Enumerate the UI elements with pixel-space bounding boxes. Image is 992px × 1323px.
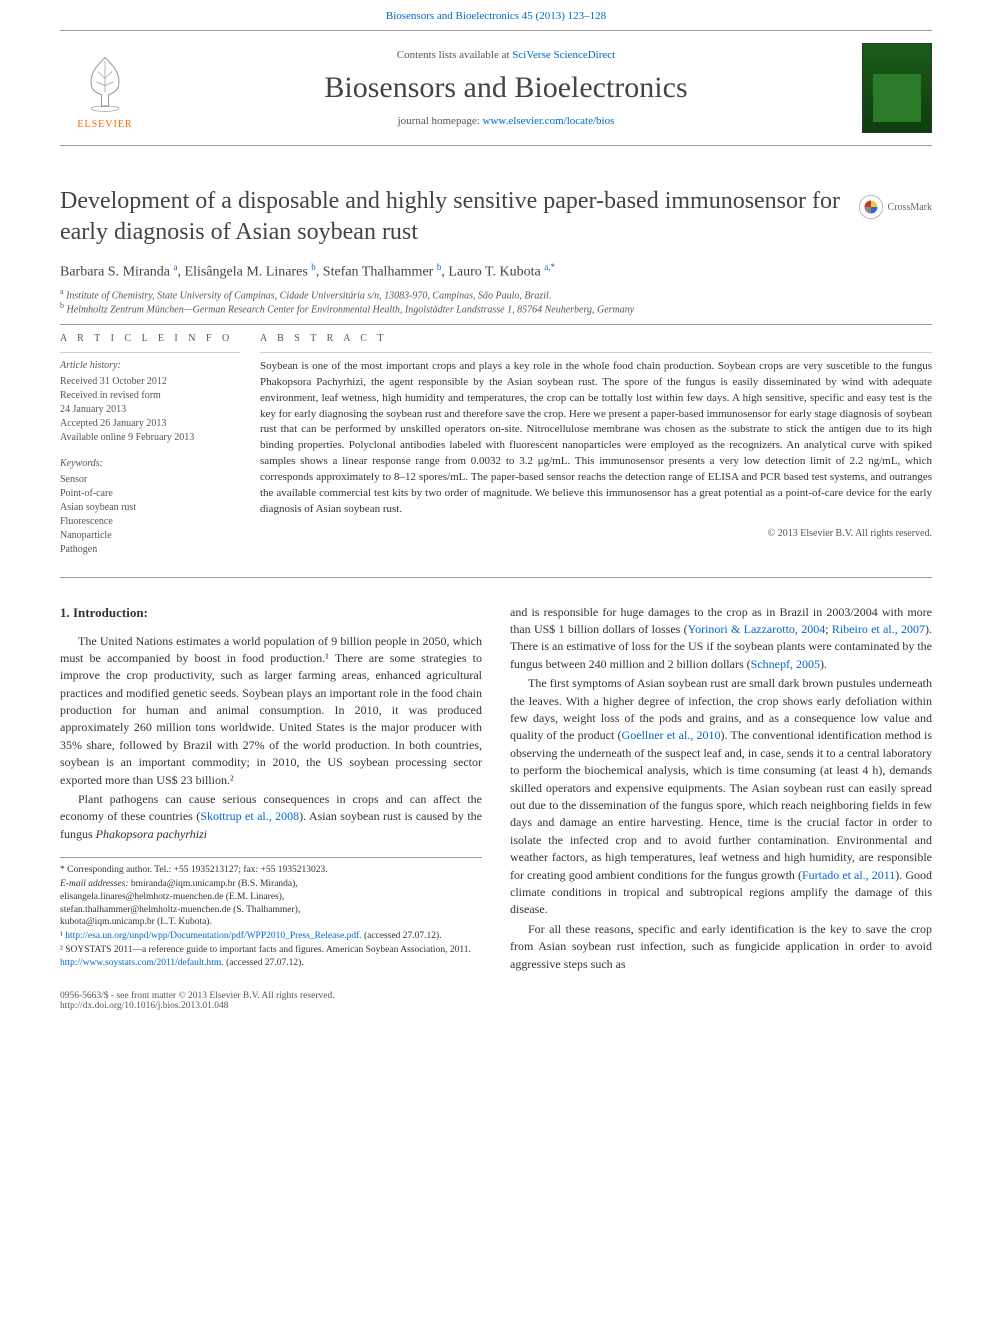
keyword: Fluorescence <box>60 515 240 529</box>
article-title: Development of a disposable and highly s… <box>60 186 840 248</box>
body-p4: The first symptoms of Asian soybean rust… <box>510 675 932 918</box>
history-line: Received in revised form <box>60 389 240 403</box>
history-line: Accepted 26 January 2013 <box>60 417 240 431</box>
footnote-1-link[interactable]: http://esa.un.org/unpd/wpp/Documentation… <box>65 931 361 941</box>
email-address[interactable]: elisangela.linares@helmhotz-muenchen.de <box>60 892 223 902</box>
footnote-2: ² SOYSTATS 2011—a reference guide to imp… <box>60 944 482 970</box>
homepage-prefix: journal homepage: <box>398 115 483 127</box>
keywords-block: Keywords: SensorPoint-of-careAsian soybe… <box>60 457 240 557</box>
rule-above-abstract <box>60 324 932 325</box>
email-addresses: E-mail addresses: bmiranda@iqm.unicamp.b… <box>60 878 482 929</box>
keyword: Sensor <box>60 473 240 487</box>
body-columns: 1. Introduction: The United Nations esti… <box>60 604 932 973</box>
history-label: Article history: <box>60 359 240 373</box>
history-line: 24 January 2013 <box>60 403 240 417</box>
abstract-text: Soybean is one of the most important cro… <box>260 359 932 518</box>
footer-block: 0956-5663/$ - see front matter © 2013 El… <box>60 991 932 1011</box>
footer-copyright: 0956-5663/$ - see front matter © 2013 El… <box>60 991 932 1001</box>
abstract-rule <box>260 352 932 353</box>
abstract-heading: A B S T R A C T <box>260 333 932 344</box>
abstract-copyright: © 2013 Elsevier B.V. All rights reserved… <box>260 528 932 539</box>
affiliation-b: b Helmholtz Zentrum München—German Resea… <box>60 301 932 315</box>
keywords-label: Keywords: <box>60 457 240 471</box>
email-who: (L.T. Kubota). <box>155 917 212 927</box>
contents-prefix: Contents lists available at <box>397 49 512 61</box>
crossmark-badge[interactable]: CrossMark <box>858 194 932 220</box>
email-who: (E.M. Linares), <box>223 892 284 902</box>
keyword: Asian soybean rust <box>60 501 240 515</box>
rule-below-abstract <box>60 577 932 578</box>
article-info-heading: A R T I C L E I N F O <box>60 333 240 344</box>
homepage-line: journal homepage: www.elsevier.com/locat… <box>150 115 862 127</box>
footnote-2-link[interactable]: http://www.soystats.com/2011/default.htm… <box>60 958 224 968</box>
cite-goellner[interactable]: Goellner et al., 2010 <box>622 728 721 742</box>
crossmark-label: CrossMark <box>888 202 932 213</box>
email-address[interactable]: stefan.thalhammer@helmholtz-muenchen.de <box>60 905 231 915</box>
body-p2: Plant pathogens can cause serious conseq… <box>60 791 482 843</box>
cite-skottrup[interactable]: Skottrup et al., 2008 <box>200 809 299 823</box>
journal-cover-thumbnail <box>862 43 932 133</box>
affiliation-a: a Institute of Chemistry, State Universi… <box>60 287 932 301</box>
section-1-heading: 1. Introduction: <box>60 604 482 623</box>
keyword: Nanoparticle <box>60 529 240 543</box>
email-address[interactable]: kubota@iqm.unicamp.br <box>60 917 155 927</box>
title-block: Development of a disposable and highly s… <box>60 186 932 248</box>
article-info-column: A R T I C L E I N F O Article history: R… <box>60 333 260 569</box>
cite-furtado[interactable]: Furtado et al., 2011 <box>802 868 895 882</box>
header-citation-link[interactable]: Biosensors and Bioelectronics 45 (2013) … <box>386 10 606 22</box>
meta-abstract-row: A R T I C L E I N F O Article history: R… <box>60 333 932 569</box>
corresponding-author: * Corresponding author. Tel.: +55 193521… <box>60 864 482 877</box>
body-p3: and is responsible for huge damages to t… <box>510 604 932 674</box>
footnote-1: ¹ http://esa.un.org/unpd/wpp/Documentati… <box>60 930 482 943</box>
contents-available: Contents lists available at SciVerse Sci… <box>150 49 862 61</box>
body-p1: The United Nations estimates a world pop… <box>60 633 482 790</box>
header-center: Contents lists available at SciVerse Sci… <box>150 49 862 127</box>
keyword: Pathogen <box>60 543 240 557</box>
cite-ribeiro[interactable]: Ribeiro et al., 2007 <box>832 622 925 636</box>
abstract-column: A B S T R A C T Soybean is one of the mo… <box>260 333 932 569</box>
journal-name: Biosensors and Bioelectronics <box>150 71 862 105</box>
sciencedirect-link[interactable]: SciVerse ScienceDirect <box>512 49 615 61</box>
journal-header: ELSEVIER Contents lists available at Sci… <box>60 30 932 146</box>
cite-schnepf[interactable]: Schnepf, 2005 <box>751 657 820 671</box>
body-p5: For all these reasons, specific and earl… <box>510 921 932 973</box>
crossmark-icon <box>858 194 884 220</box>
article-history: Article history: Received 31 October 201… <box>60 359 240 445</box>
elsevier-tree-icon <box>70 47 140 117</box>
authors-line: Barbara S. Miranda a, Elisângela M. Lina… <box>60 262 932 281</box>
elsevier-label: ELSEVIER <box>77 119 132 130</box>
email-who: (S. Thalhammer), <box>231 905 300 915</box>
email-address[interactable]: bmiranda@iqm.unicamp.br <box>131 879 236 889</box>
elsevier-logo: ELSEVIER <box>60 47 150 130</box>
cite-yorinori[interactable]: Yorinori & Lazzarotto, 2004 <box>688 622 826 636</box>
meta-rule <box>60 352 240 353</box>
keyword: Point-of-care <box>60 487 240 501</box>
history-line: Received 31 October 2012 <box>60 375 240 389</box>
affiliations: a Institute of Chemistry, State Universi… <box>60 287 932 316</box>
email-who: (B.S. Miranda), <box>236 879 298 889</box>
header-citation: Biosensors and Bioelectronics 45 (2013) … <box>0 0 992 26</box>
history-line: Available online 9 February 2013 <box>60 431 240 445</box>
homepage-link[interactable]: www.elsevier.com/locate/bios <box>483 115 615 127</box>
footer-doi: http://dx.doi.org/10.1016/j.bios.2013.01… <box>60 1001 932 1011</box>
footnotes-block: * Corresponding author. Tel.: +55 193521… <box>60 857 482 970</box>
